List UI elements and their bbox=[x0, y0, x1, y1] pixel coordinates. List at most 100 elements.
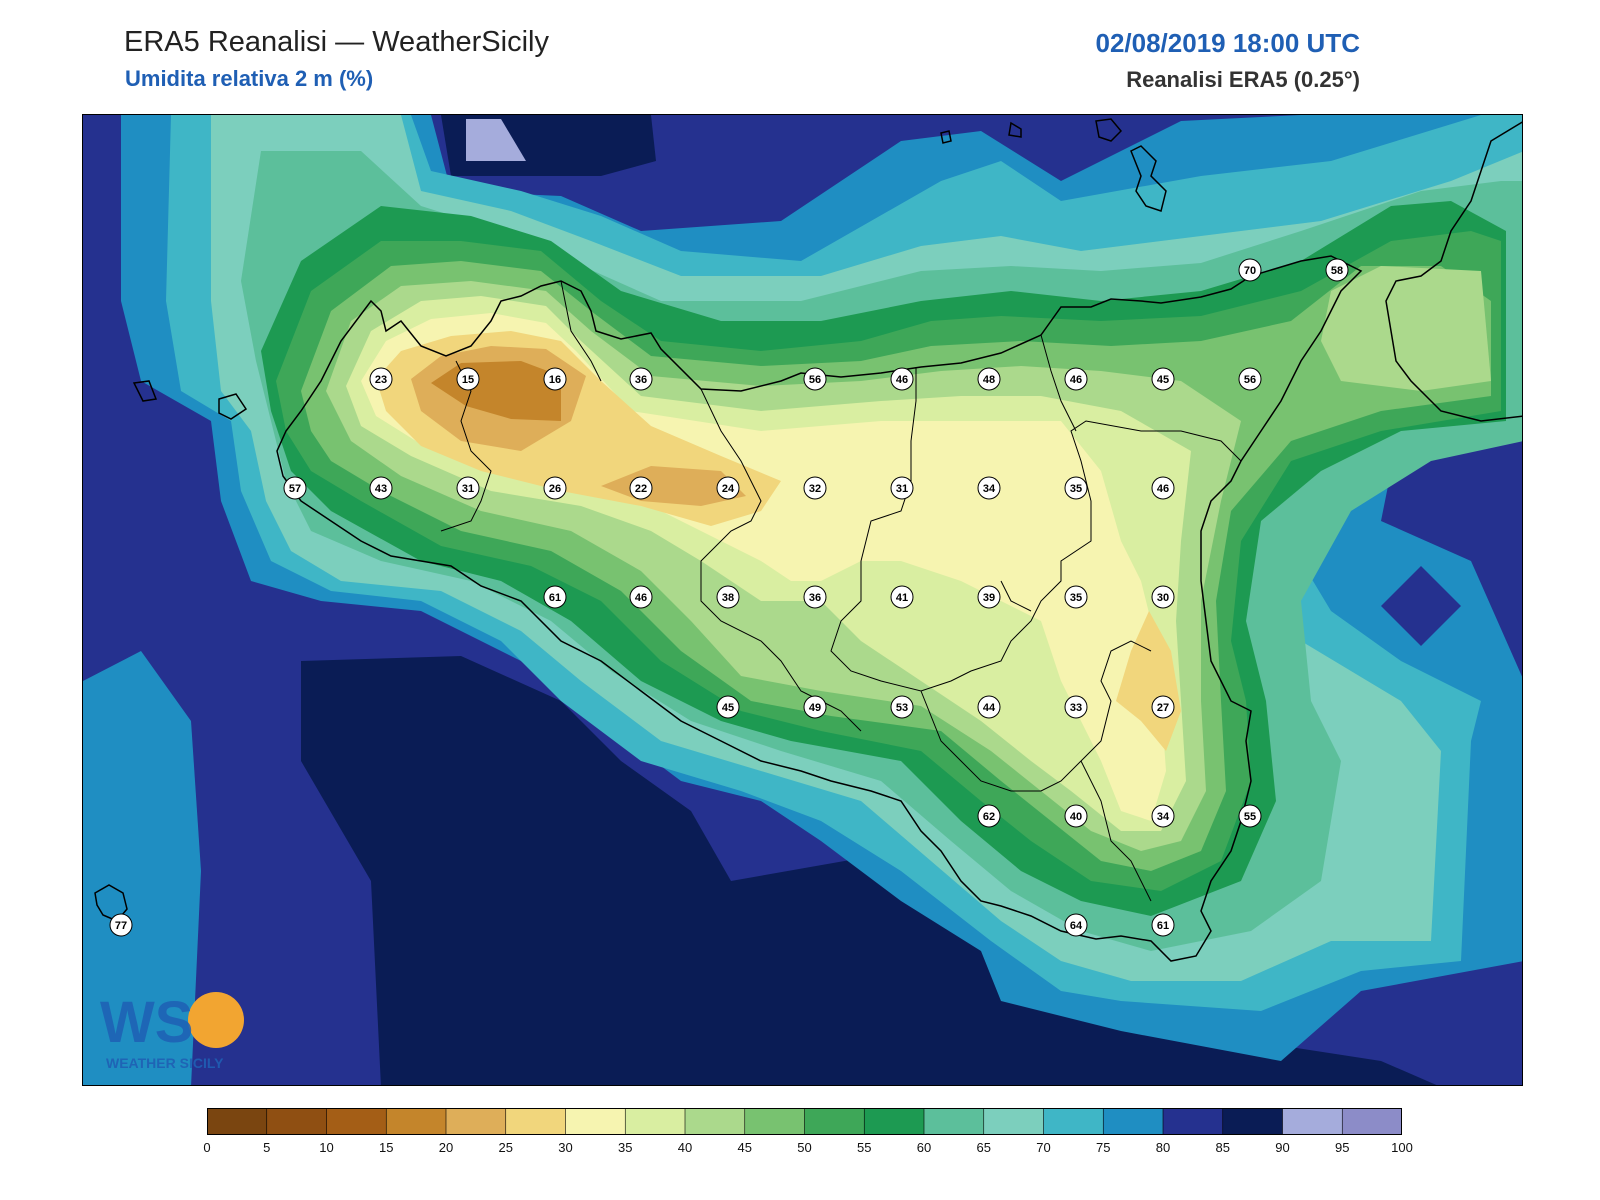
colorbar-tick-label: 0 bbox=[203, 1140, 211, 1155]
station-value-label: 45 bbox=[1157, 374, 1169, 386]
colorbar-segment bbox=[207, 1108, 268, 1135]
station-marker bbox=[977, 695, 1001, 719]
station-value-label: 35 bbox=[1070, 483, 1082, 495]
station-marker bbox=[890, 585, 914, 609]
station-value-label: 44 bbox=[983, 702, 996, 714]
sicily-coastline bbox=[276, 255, 1363, 962]
colorbar-tick-label: 15 bbox=[379, 1140, 394, 1155]
colorbar-tick-label: 20 bbox=[438, 1140, 454, 1155]
colorbar-segment bbox=[386, 1108, 447, 1135]
colorbar-segment bbox=[1163, 1108, 1224, 1135]
colorbar-tick-label: 90 bbox=[1275, 1140, 1290, 1155]
station-marker bbox=[803, 367, 827, 391]
colorbar-segment bbox=[565, 1108, 626, 1135]
colorbar-segment bbox=[804, 1108, 865, 1135]
station-value-label: 56 bbox=[809, 374, 821, 386]
colorbar-segment bbox=[864, 1108, 925, 1135]
station-value-label: 36 bbox=[809, 592, 821, 604]
station-value-label: 58 bbox=[1331, 265, 1343, 277]
station-marker bbox=[977, 367, 1001, 391]
colorbar-segment bbox=[1222, 1108, 1283, 1135]
egadi-islands bbox=[132, 380, 248, 420]
humidity-map: 23 15 16 36 56 46 48 46 45 56 70 58 57 43 31 26 22 24 32 31… bbox=[82, 114, 1523, 1086]
station-marker bbox=[1151, 585, 1175, 609]
station-value-label: 24 bbox=[722, 483, 735, 495]
station-marker bbox=[1064, 585, 1088, 609]
station-marker bbox=[629, 367, 653, 391]
colorbar-tick-label: 85 bbox=[1215, 1140, 1230, 1155]
colorbar-tick-label: 95 bbox=[1335, 1140, 1350, 1155]
station-marker bbox=[1151, 476, 1175, 500]
weathersicily-logo: WS WEATHER SICILY bbox=[96, 982, 256, 1072]
station-value-label: 46 bbox=[635, 592, 647, 604]
band-75-80-west bbox=[83, 651, 201, 1085]
station-marker bbox=[977, 585, 1001, 609]
colorbar-tick-label: 25 bbox=[498, 1140, 513, 1155]
map-subtitle: Umidita relativa 2 m (%) bbox=[125, 66, 374, 91]
station-value-label: 30 bbox=[1157, 592, 1169, 604]
station-marker bbox=[803, 585, 827, 609]
station-value-label: 26 bbox=[549, 483, 561, 495]
colorbar-tick-label: 55 bbox=[857, 1140, 872, 1155]
colorbar-segment bbox=[625, 1108, 686, 1135]
station-value-label: 45 bbox=[722, 702, 734, 714]
colorbar-segment bbox=[1342, 1108, 1402, 1135]
station-marker bbox=[716, 585, 740, 609]
station-value-label: 31 bbox=[462, 483, 474, 495]
station-marker bbox=[283, 476, 307, 500]
station-marker bbox=[1151, 913, 1175, 937]
station-marker bbox=[716, 476, 740, 500]
station-marker bbox=[1325, 258, 1349, 282]
colorbar-segment bbox=[744, 1108, 805, 1135]
station-marker bbox=[629, 476, 653, 500]
colorbar-tick-label: 100 bbox=[1391, 1140, 1413, 1155]
station-marker bbox=[890, 367, 914, 391]
station-value-label: 32 bbox=[809, 483, 821, 495]
colorbar-segment bbox=[1103, 1108, 1164, 1135]
colorbar-tick-label: 80 bbox=[1155, 1140, 1171, 1155]
station-value-label: 53 bbox=[896, 702, 908, 714]
colorbar-segment bbox=[446, 1108, 507, 1135]
colorbar-tick-label: 30 bbox=[558, 1140, 573, 1155]
colorbar-tick-label: 40 bbox=[677, 1140, 693, 1155]
aeolian-islands bbox=[940, 118, 1167, 212]
station-value-label: 48 bbox=[983, 374, 995, 386]
station-value-label: 31 bbox=[896, 483, 908, 495]
station-value-label: 70 bbox=[1244, 265, 1256, 277]
station-value-label: 23 bbox=[375, 374, 387, 386]
data-source-label: Reanalisi ERA5 (0.25°) bbox=[1126, 67, 1360, 92]
station-marker bbox=[543, 585, 567, 609]
station-value-label: 46 bbox=[1157, 483, 1169, 495]
colorbar-segment bbox=[326, 1108, 387, 1135]
station-marker bbox=[1151, 367, 1175, 391]
colorbar-segment bbox=[983, 1108, 1044, 1135]
colorbar-tick-label: 50 bbox=[797, 1140, 812, 1155]
colorbar bbox=[207, 1108, 1402, 1135]
colorbar-tick-label: 35 bbox=[618, 1140, 633, 1155]
station-value-label: 39 bbox=[983, 592, 995, 604]
station-markers: 23 15 16 36 56 46 48 46 45 56 70 58 57 43 31 26 22 24 32 31… bbox=[109, 258, 1349, 937]
colorbar-tick-label: 70 bbox=[1036, 1140, 1051, 1155]
station-value-label: 55 bbox=[1244, 811, 1256, 823]
station-marker bbox=[890, 695, 914, 719]
station-value-label: 61 bbox=[549, 592, 561, 604]
station-marker bbox=[1064, 367, 1088, 391]
band-90-95 bbox=[466, 119, 526, 161]
station-marker bbox=[1151, 804, 1175, 828]
station-value-label: 22 bbox=[635, 483, 647, 495]
station-value-label: 15 bbox=[462, 374, 474, 386]
station-marker bbox=[1238, 804, 1262, 828]
station-marker bbox=[456, 476, 480, 500]
station-marker bbox=[890, 476, 914, 500]
map-title: ERA5 Reanalisi — WeatherSicily bbox=[124, 26, 549, 58]
station-value-label: 49 bbox=[809, 702, 821, 714]
map-datetime: 02/08/2019 18:00 UTC bbox=[1095, 28, 1360, 58]
station-value-label: 27 bbox=[1157, 702, 1169, 714]
colorbar-segment bbox=[685, 1108, 746, 1135]
colorbar-tick-label: 10 bbox=[319, 1140, 334, 1155]
colorbar-tick-label: 5 bbox=[263, 1140, 271, 1155]
station-value-label: 61 bbox=[1157, 920, 1169, 932]
station-marker bbox=[1238, 367, 1262, 391]
band-40-45-east bbox=[1321, 266, 1491, 391]
colorbar-segment bbox=[924, 1108, 985, 1135]
